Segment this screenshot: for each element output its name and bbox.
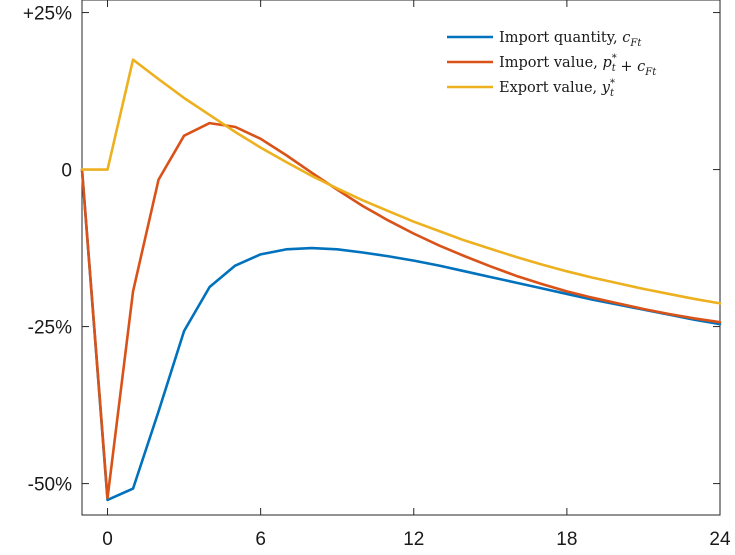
y-tick-label: -25% [28, 318, 72, 339]
legend-entry-label: Export value, y* t [499, 78, 615, 99]
y-tick-label: -50% [28, 475, 72, 496]
legend-entry-label: Import quantity, cFt [499, 30, 642, 49]
legend-entry-label: Import value, p* t + cFt [499, 53, 657, 78]
series-line [80, 168, 722, 502]
legend: Import quantity, cFt Import value, p* t + … [447, 30, 657, 99]
series-lines [80, 58, 722, 502]
x-tick-label: 0 [102, 529, 113, 550]
axis-ticks: 0 6 12 18 24 +25% 0 -25% -50% [23, 0, 731, 550]
y-tick-label: +25% [23, 4, 72, 25]
x-tick-label: 12 [403, 529, 424, 550]
series-line [80, 121, 722, 500]
y-tick-label: 0 [61, 161, 72, 182]
x-tick-label: 6 [255, 529, 266, 550]
x-tick-label: 18 [556, 529, 577, 550]
series-line [80, 58, 722, 305]
x-tick-label: 24 [709, 529, 731, 550]
